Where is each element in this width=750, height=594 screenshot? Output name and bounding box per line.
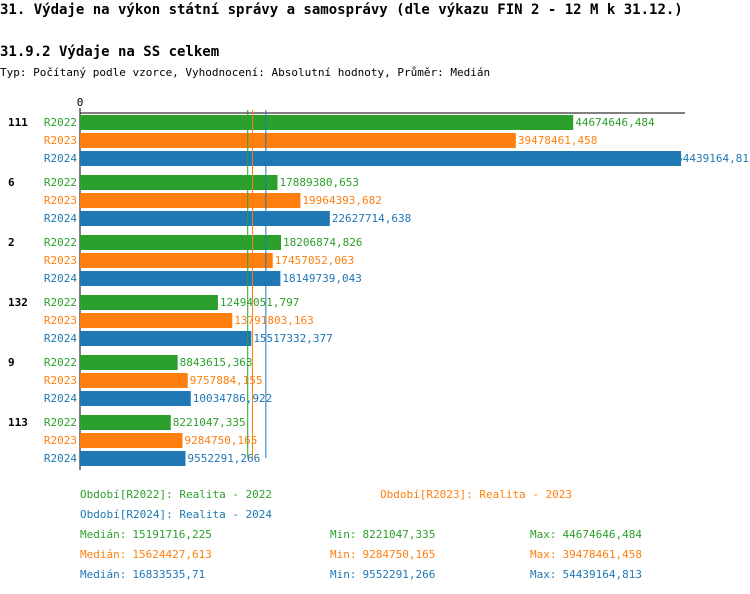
stat-value: 9284750,165 — [363, 548, 436, 561]
bar — [80, 253, 273, 268]
value-label: 12494051,797 — [220, 296, 299, 309]
category-label: 113 — [8, 416, 28, 429]
stat-value: 16833535,71 — [132, 568, 205, 581]
category-label: 2 — [8, 236, 15, 249]
stat-title: Min: — [330, 568, 357, 581]
stat-title: Min: — [330, 528, 357, 541]
series-label: R2024 — [44, 452, 77, 465]
stat-value: 8221047,335 — [363, 528, 436, 541]
value-label: 8843615,363 — [180, 356, 253, 369]
stat-value: 44674646,484 — [563, 528, 643, 541]
stat-median: Medián: 15624427,613 — [80, 548, 212, 561]
value-label: 22627714,638 — [332, 212, 411, 225]
series-label: R2024 — [44, 332, 77, 345]
stat-title: Max: — [530, 548, 557, 561]
series-label: R2024 — [44, 392, 77, 405]
value-label: 19964393,682 — [302, 194, 381, 207]
legend-entry: Období[R2024]: Realita - 2024 — [80, 508, 272, 521]
category-label: 132 — [8, 296, 28, 309]
value-label: 17457052,063 — [275, 254, 354, 267]
value-label: 17889380,653 — [280, 176, 359, 189]
bar — [80, 133, 516, 148]
stat-title: Min: — [330, 548, 357, 561]
value-label: 8221047,335 — [173, 416, 246, 429]
description: Typ: Počítaný podle vzorce, Vyhodnocení:… — [0, 66, 490, 79]
bar — [80, 211, 330, 226]
bar — [80, 331, 252, 346]
x-tick-label: 0 — [77, 96, 84, 109]
value-label: 13791803,163 — [234, 314, 313, 327]
series-label: R2023 — [44, 374, 77, 387]
series-label: R2023 — [44, 134, 77, 147]
bar — [80, 391, 191, 406]
bar — [80, 235, 282, 250]
legend-entry: Období[R2023]: Realita - 2023 — [380, 488, 572, 501]
series-label: R2023 — [44, 314, 77, 327]
value-label: 9284750,165 — [185, 434, 258, 447]
bar — [80, 151, 682, 166]
value-label: 54439164,81 — [676, 152, 749, 165]
bar — [80, 415, 171, 430]
bar — [80, 295, 218, 310]
value-label: 9552291,266 — [187, 452, 260, 465]
stat-min: Min: 8221047,335 — [330, 528, 435, 541]
stat-value: 54439164,813 — [563, 568, 642, 581]
title: 31. Výdaje na výkon státní správy a samo… — [0, 2, 683, 18]
bar — [80, 313, 233, 328]
series-label: R2023 — [44, 434, 77, 447]
category-label: 9 — [8, 356, 15, 369]
bar — [80, 175, 278, 190]
stat-title: Medián: — [80, 568, 126, 581]
stat-min: Min: 9552291,266 — [330, 568, 435, 581]
category-label: 111 — [8, 116, 28, 129]
stat-min: Min: 9284750,165 — [330, 548, 435, 561]
series-label: R2022 — [44, 296, 77, 309]
value-label: 15517332,377 — [253, 332, 332, 345]
stat-median: Medián: 16833535,71 — [80, 568, 205, 581]
stat-title: Max: — [530, 568, 557, 581]
value-label: 44674646,484 — [575, 116, 655, 129]
series-label: R2023 — [44, 194, 77, 207]
legend-entry: Období[R2022]: Realita - 2022 — [80, 488, 272, 501]
series-label: R2022 — [44, 416, 77, 429]
stat-title: Max: — [530, 528, 557, 541]
stat-value: 39478461,458 — [563, 548, 642, 561]
category-label: 6 — [8, 176, 15, 189]
series-label: R2024 — [44, 272, 77, 285]
subtitle: 31.9.2 Výdaje na SS celkem — [0, 44, 219, 60]
stat-value: 15191716,225 — [132, 528, 211, 541]
stat-max: Max: 39478461,458 — [530, 548, 642, 561]
stat-value: 9552291,266 — [363, 568, 436, 581]
value-label: 10034786,922 — [193, 392, 272, 405]
series-label: R2024 — [44, 212, 77, 225]
value-label: 39478461,458 — [518, 134, 597, 147]
stat-title: Medián: — [80, 528, 126, 541]
series-label: R2022 — [44, 236, 77, 249]
series-label: R2023 — [44, 254, 77, 267]
bar — [80, 193, 301, 208]
series-label: R2022 — [44, 176, 77, 189]
stat-title: Medián: — [80, 548, 126, 561]
value-label: 9757884,155 — [190, 374, 263, 387]
series-label: R2024 — [44, 152, 77, 165]
stat-value: 15624427,613 — [132, 548, 211, 561]
bar — [80, 115, 574, 130]
bar — [80, 433, 183, 448]
value-label: 18149739,043 — [282, 272, 361, 285]
series-label: R2022 — [44, 116, 77, 129]
bar — [80, 373, 188, 388]
stat-max: Max: 44674646,484 — [530, 528, 642, 541]
stat-median: Medián: 15191716,225 — [80, 528, 212, 541]
bar — [80, 451, 186, 466]
series-label: R2022 — [44, 356, 77, 369]
stat-max: Max: 54439164,813 — [530, 568, 642, 581]
bar — [80, 355, 178, 370]
value-label: 18206874,826 — [283, 236, 362, 249]
bar — [80, 271, 281, 286]
